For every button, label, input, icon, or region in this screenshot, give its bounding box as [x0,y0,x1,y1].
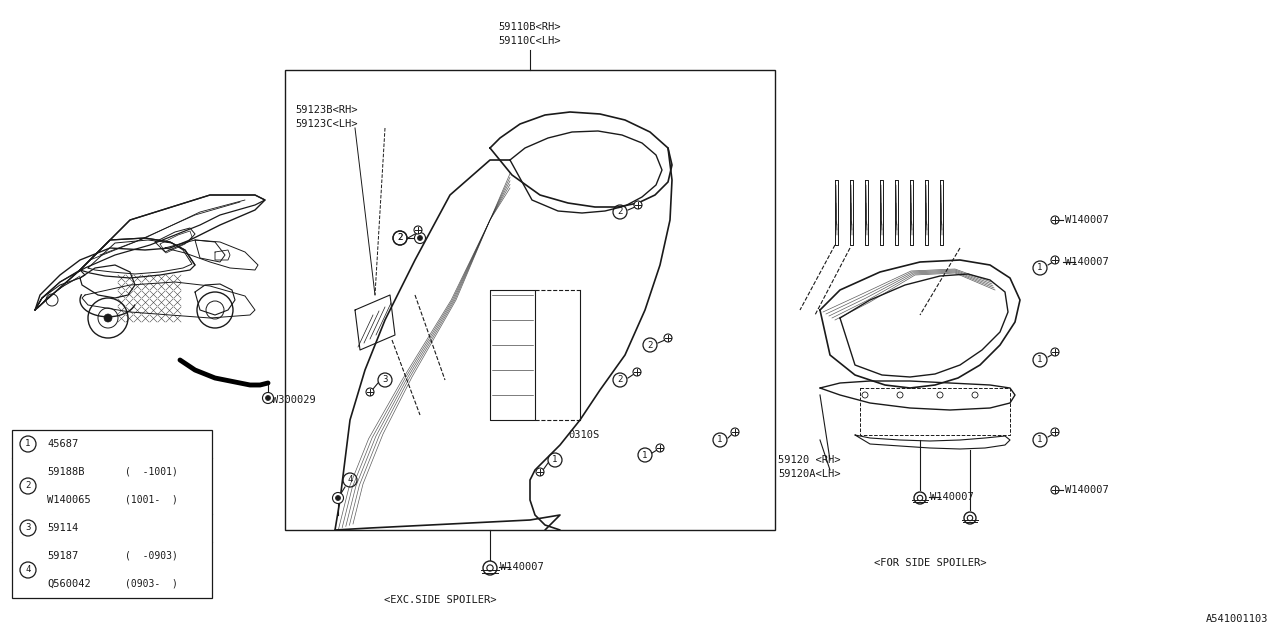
Text: 4: 4 [347,476,353,484]
Text: W140007: W140007 [1065,485,1108,495]
Text: Q560042: Q560042 [47,579,91,589]
Text: 4: 4 [26,566,31,575]
Text: 45687: 45687 [47,439,78,449]
Text: W140007: W140007 [1065,257,1108,267]
Bar [285,70,774,530]
Text: 2: 2 [397,234,403,243]
Text: W300029: W300029 [273,395,316,405]
Circle shape [265,396,270,401]
Circle shape [657,444,664,452]
Text: 59123B<RH>: 59123B<RH> [294,105,357,115]
Text: 59188B: 59188B [47,467,84,477]
Text: 1: 1 [26,440,31,449]
Circle shape [918,495,923,500]
Circle shape [1051,256,1059,264]
Circle shape [1051,428,1059,436]
Text: (1001-  ): (1001- ) [125,495,178,505]
Circle shape [634,201,643,209]
Circle shape [968,515,973,521]
Text: W140007: W140007 [931,492,974,502]
Text: 2: 2 [648,340,653,349]
Text: 59187: 59187 [47,551,78,561]
Circle shape [415,232,425,243]
Text: 59110C<LH>: 59110C<LH> [499,36,561,46]
Text: 3: 3 [26,524,31,532]
Text: 0310S: 0310S [568,430,599,440]
Text: 59120A<LH>: 59120A<LH> [778,469,841,479]
Text: W140007: W140007 [500,562,544,572]
Text: 2: 2 [617,376,622,385]
Circle shape [1051,486,1059,494]
Text: 1: 1 [1037,435,1043,445]
Text: 59120 <RH>: 59120 <RH> [778,455,841,465]
Text: <EXC.SIDE SPOILER>: <EXC.SIDE SPOILER> [384,595,497,605]
Text: 59123C<LH>: 59123C<LH> [294,119,357,129]
Text: 2: 2 [26,481,31,490]
Text: (  -0903): ( -0903) [125,551,178,561]
Bar [12,430,212,598]
Text: <FOR SIDE SPOILER>: <FOR SIDE SPOILER> [874,558,987,568]
Circle shape [104,314,113,322]
Circle shape [1051,216,1059,224]
Text: A541001103: A541001103 [1206,614,1268,624]
Circle shape [1051,348,1059,356]
Circle shape [914,492,925,504]
Text: 1: 1 [643,451,648,460]
Text: 2: 2 [397,234,403,243]
Text: 1: 1 [1037,355,1043,365]
Text: 1: 1 [552,456,558,465]
Circle shape [483,561,497,575]
Text: (0903-  ): (0903- ) [125,579,178,589]
Circle shape [536,468,544,476]
Text: W140007: W140007 [1065,215,1108,225]
Circle shape [366,388,374,396]
Text: 1: 1 [717,435,723,445]
Circle shape [964,512,977,524]
Text: 59110B<RH>: 59110B<RH> [499,22,561,32]
Text: 2: 2 [617,207,622,216]
Text: 3: 3 [383,376,388,385]
Circle shape [664,334,672,342]
Circle shape [413,226,422,234]
Circle shape [333,493,343,504]
Circle shape [417,236,422,241]
Circle shape [486,565,493,571]
Text: 1: 1 [1037,264,1043,273]
Circle shape [634,368,641,376]
Circle shape [335,495,340,500]
Circle shape [731,428,739,436]
Text: (  -1001): ( -1001) [125,467,178,477]
Text: W140065: W140065 [47,495,91,505]
Circle shape [262,392,274,403]
Text: 59114: 59114 [47,523,78,533]
